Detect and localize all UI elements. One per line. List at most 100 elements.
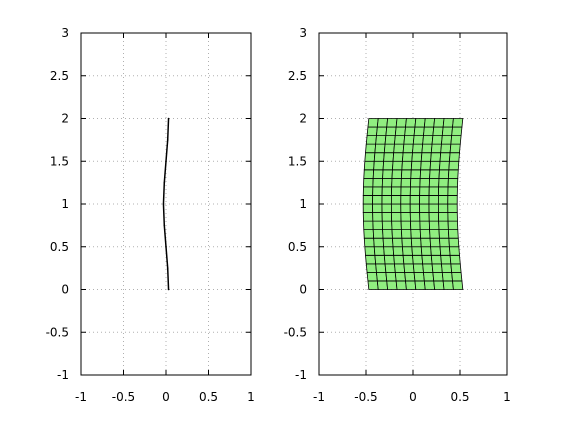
mesh-cell (400, 229, 412, 239)
mesh-cell (383, 246, 395, 256)
mesh-cell (447, 212, 458, 222)
mesh-cell (400, 177, 412, 188)
x-tick-label: 1 (503, 390, 511, 404)
mesh-cell (365, 135, 377, 145)
mesh-cell (447, 169, 459, 179)
mesh-cell (372, 212, 383, 222)
mesh-cell (432, 126, 444, 137)
series-point (167, 288, 170, 291)
mesh-cell (365, 143, 377, 154)
mesh-cell (440, 143, 452, 154)
mesh-cell (448, 246, 460, 256)
mesh-cell (381, 203, 392, 213)
mesh-cell (410, 177, 421, 188)
mesh-cell (393, 143, 405, 154)
mesh-cell (400, 212, 411, 222)
mesh-cell (447, 177, 459, 188)
mesh-cell (410, 160, 422, 171)
mesh-cell (430, 254, 442, 265)
y-tick-label: -0.5 (284, 325, 307, 339)
mesh-cell (373, 246, 385, 256)
mesh-cell (414, 280, 426, 290)
mesh-cell (402, 254, 414, 265)
mesh-cell (422, 135, 434, 145)
mesh-cell (372, 177, 384, 188)
mesh-cell (414, 118, 426, 128)
mesh-cell (412, 254, 424, 265)
y-tick-label: 0.5 (288, 240, 307, 254)
mesh-cell (433, 118, 445, 128)
mesh-cell (420, 237, 432, 248)
mesh-cell (382, 160, 394, 171)
mesh-cell (421, 143, 433, 154)
mesh-cell (409, 186, 421, 196)
mesh-cell (420, 246, 432, 256)
mesh-cell (363, 160, 375, 171)
mesh-cell (366, 126, 378, 137)
mesh-cell (365, 254, 377, 265)
mesh-cell (400, 186, 411, 196)
mesh-cell (363, 177, 374, 188)
mesh-cell (400, 169, 412, 179)
mesh-cell (372, 169, 384, 179)
mesh-cell (428, 177, 440, 188)
x-tick-label: -0.5 (112, 390, 135, 404)
mesh-cell (428, 220, 440, 231)
mesh-cell (383, 143, 395, 154)
plot-panel-1: -1 -0.5 0 0.5 1 -1 -0.5 0 0.5 1 1.5 2 2.5 3 (46, 26, 255, 404)
mesh-cell (442, 280, 454, 290)
mesh-cell (429, 237, 441, 248)
mesh-cell (405, 118, 417, 128)
mesh-cell (372, 229, 384, 239)
mesh-cell (438, 186, 449, 196)
mesh-cell (441, 135, 453, 145)
mesh-cell (381, 220, 393, 231)
mesh-cell (419, 186, 430, 196)
mesh-cell (438, 177, 449, 188)
mesh-cell (438, 220, 449, 231)
series-point (166, 139, 169, 141)
y-tick-label: 2 (61, 112, 69, 126)
mesh-cell (441, 263, 453, 273)
y-tick-label: 0 (299, 283, 307, 297)
x-tick-label: 0 (162, 390, 170, 404)
mesh-cell (433, 280, 445, 290)
mesh-cell (385, 126, 397, 137)
mesh-cell (448, 237, 460, 248)
mesh-cell (362, 186, 374, 196)
mesh-cell (391, 177, 402, 188)
mesh-cell (401, 160, 413, 171)
mesh-cell (419, 177, 431, 188)
mesh-cell (428, 186, 440, 196)
mesh-cell (373, 152, 385, 162)
mesh-cell (428, 212, 440, 222)
mesh-cell (449, 143, 461, 154)
mesh-cell (392, 152, 404, 162)
mesh-cell (409, 203, 421, 213)
y-tick-label: -1 (295, 368, 307, 382)
mesh-cell (394, 271, 406, 282)
mesh-cell (430, 143, 442, 154)
series-point (167, 117, 170, 120)
mesh-cell (367, 118, 379, 128)
mesh-cell (422, 263, 434, 273)
mesh-cell (432, 271, 444, 282)
mesh-cell (372, 186, 383, 196)
y-tick-label: 2.5 (288, 69, 307, 83)
mesh-cell (391, 229, 403, 239)
series-point (163, 224, 166, 227)
mesh-cell (392, 237, 403, 248)
series-point (162, 203, 165, 205)
mesh-cell (391, 220, 402, 231)
y-tick-label: -1 (57, 368, 69, 382)
mesh-cell (420, 152, 432, 162)
y-tick-label: 1 (61, 197, 69, 211)
mesh-cell (394, 263, 406, 273)
mesh-cell (363, 237, 375, 248)
mesh-cell (391, 169, 403, 179)
mesh-cell (439, 237, 450, 248)
y-tick-label: -0.5 (46, 325, 69, 339)
mesh-cell (404, 126, 416, 137)
mesh-cell (386, 280, 398, 290)
series-point (165, 160, 167, 163)
